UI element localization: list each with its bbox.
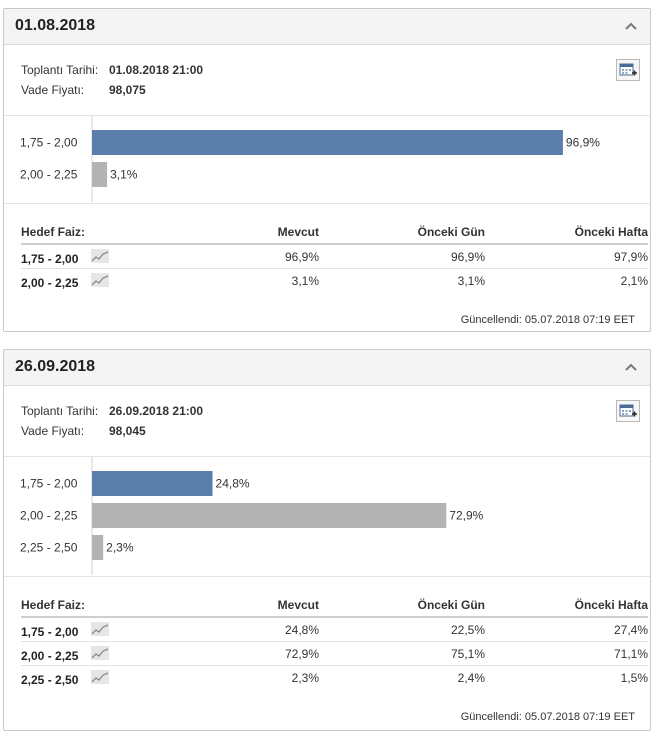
bar-value-label: 96,9% — [566, 136, 600, 150]
updated-timestamp: Güncellendi: 05.07.2018 07:19 EET — [460, 314, 635, 326]
sparkline-icon[interactable] — [91, 249, 109, 263]
table-header: Hedef Faiz: Mevcut Önceki Gün Önceki Haf… — [21, 592, 648, 618]
header-target-rate: Hedef Faiz: — [21, 598, 86, 612]
probability-chart: 1,75 - 2,00 24,8% 2,00 - 2,25 72,9% 2,25 - 2… — [4, 457, 650, 575]
meeting-date-value: 26.09.2018 21:00 — [109, 404, 204, 418]
bar-chart-svg: 1,75 - 2,00 96,9% 2,00 - 2,25 3,1% — [20, 116, 600, 202]
row-range: 1,75 - 2,00 — [21, 625, 79, 639]
meeting-date-label: Toplantı Tarihi: — [21, 404, 99, 418]
panel-header[interactable]: 01.08.2018 — [4, 9, 650, 45]
cell-prev-day: 96,9% — [450, 250, 485, 264]
bar-value-label: 2,3% — [106, 541, 134, 555]
header-prev-day: Önceki Gün — [417, 598, 485, 612]
bar — [92, 130, 563, 155]
bar — [92, 471, 213, 496]
price-value: 98,045 — [109, 424, 146, 438]
bar-chart-svg: 1,75 - 2,00 24,8% 2,00 - 2,25 72,9% 2,25 - 2… — [20, 457, 484, 575]
cell-prev-day: 22,5% — [450, 623, 485, 637]
table-row: 2,25 - 2,50 2,3% 2,4% 1,5% — [21, 666, 648, 689]
cell-prev-day: 75,1% — [450, 647, 485, 661]
table-header: Hedef Faiz: Mevcut Önceki Gün Önceki Haf… — [21, 219, 648, 245]
category-label: 1,75 - 2,00 — [20, 477, 78, 491]
sparkline-icon[interactable] — [91, 622, 109, 636]
bar — [92, 503, 447, 528]
cell-current: 3,1% — [291, 274, 319, 288]
panel-meeting-1: 01.08.2018 Toplantı Tarihi: 01.08.2018 21… — [3, 8, 651, 332]
sparkline-icon[interactable] — [91, 273, 109, 287]
cell-current: 24,8% — [284, 623, 319, 637]
cell-prev-week: 27,4% — [613, 623, 648, 637]
sparkline-icon[interactable] — [91, 670, 109, 684]
header-prev-week: Önceki Hafta — [574, 598, 648, 612]
table-row: 1,75 - 2,00 24,8% 22,5% 27,4% — [21, 618, 648, 642]
probability-table: Hedef Faiz: Mevcut Önceki Gün Önceki Haf… — [21, 592, 648, 689]
divider — [4, 456, 650, 457]
meeting-date-label: Toplantı Tarihi: — [21, 63, 99, 77]
header-prev-day: Önceki Gün — [417, 225, 485, 239]
add-to-calendar-button[interactable] — [616, 59, 640, 81]
bar — [92, 535, 104, 560]
meeting-date-row: Toplantı Tarihi: 01.08.2018 21:00 — [21, 63, 203, 77]
table-row: 2,00 - 2,25 72,9% 75,1% 71,1% — [21, 642, 648, 666]
price-value: 98,075 — [109, 83, 146, 97]
bar-value-label: 24,8% — [216, 477, 250, 491]
price-row: Vade Fiyatı: 98,045 — [21, 424, 146, 438]
category-label: 1,75 - 2,00 — [20, 136, 78, 150]
add-to-calendar-button[interactable] — [616, 400, 640, 422]
probability-chart: 1,75 - 2,00 96,9% 2,00 - 2,25 3,1% — [4, 116, 650, 202]
row-range: 2,00 - 2,25 — [21, 276, 79, 290]
meeting-date-value: 01.08.2018 21:00 — [109, 63, 204, 77]
chevron-up-icon[interactable] — [624, 21, 638, 31]
header-current: Mevcut — [277, 598, 319, 612]
category-label: 2,00 - 2,25 — [20, 509, 78, 523]
panel-title: 26.09.2018 — [15, 358, 96, 375]
category-label: 2,00 - 2,25 — [20, 168, 78, 182]
updated-timestamp: Güncellendi: 05.07.2018 07:19 EET — [460, 711, 635, 723]
cell-prev-week: 1,5% — [620, 671, 648, 685]
probability-table: Hedef Faiz: Mevcut Önceki Gün Önceki Haf… — [21, 219, 648, 292]
category-label: 2,25 - 2,50 — [20, 541, 78, 555]
panel-title: 01.08.2018 — [15, 17, 96, 34]
meeting-date-row: Toplantı Tarihi: 26.09.2018 21:00 — [21, 404, 203, 418]
bar — [92, 162, 108, 187]
cell-current: 2,3% — [291, 671, 319, 685]
calendar-add-icon — [619, 404, 637, 417]
price-label: Vade Fiyatı: — [21, 83, 85, 97]
header-prev-week: Önceki Hafta — [574, 225, 648, 239]
panel-meeting-2: 26.09.2018 Toplantı Tarihi: 26.09.2018 21… — [3, 349, 651, 731]
row-range: 1,75 - 2,00 — [21, 252, 79, 266]
divider — [4, 576, 650, 577]
bar-value-label: 3,1% — [110, 168, 138, 182]
header-current: Mevcut — [277, 225, 319, 239]
table-row: 2,00 - 2,25 3,1% 3,1% 2,1% — [21, 269, 648, 292]
cell-prev-week: 97,9% — [613, 250, 648, 264]
chevron-up-icon[interactable] — [624, 362, 638, 372]
sparkline-icon[interactable] — [91, 646, 109, 660]
divider — [4, 203, 650, 204]
cell-current: 72,9% — [284, 647, 319, 661]
header-target-rate: Hedef Faiz: — [21, 225, 86, 239]
cell-prev-day: 2,4% — [457, 671, 485, 685]
cell-prev-week: 71,1% — [613, 647, 648, 661]
cell-prev-week: 2,1% — [620, 274, 648, 288]
row-range: 2,25 - 2,50 — [21, 673, 79, 687]
row-range: 2,00 - 2,25 — [21, 649, 79, 663]
price-label: Vade Fiyatı: — [21, 424, 85, 438]
price-row: Vade Fiyatı: 98,075 — [21, 83, 146, 97]
divider — [4, 115, 650, 116]
cell-current: 96,9% — [284, 250, 319, 264]
table-row: 1,75 - 2,00 96,9% 96,9% 97,9% — [21, 245, 648, 269]
cell-prev-day: 3,1% — [457, 274, 485, 288]
calendar-add-icon — [619, 63, 637, 76]
panel-header[interactable]: 26.09.2018 — [4, 350, 650, 386]
bar-value-label: 72,9% — [449, 509, 483, 523]
